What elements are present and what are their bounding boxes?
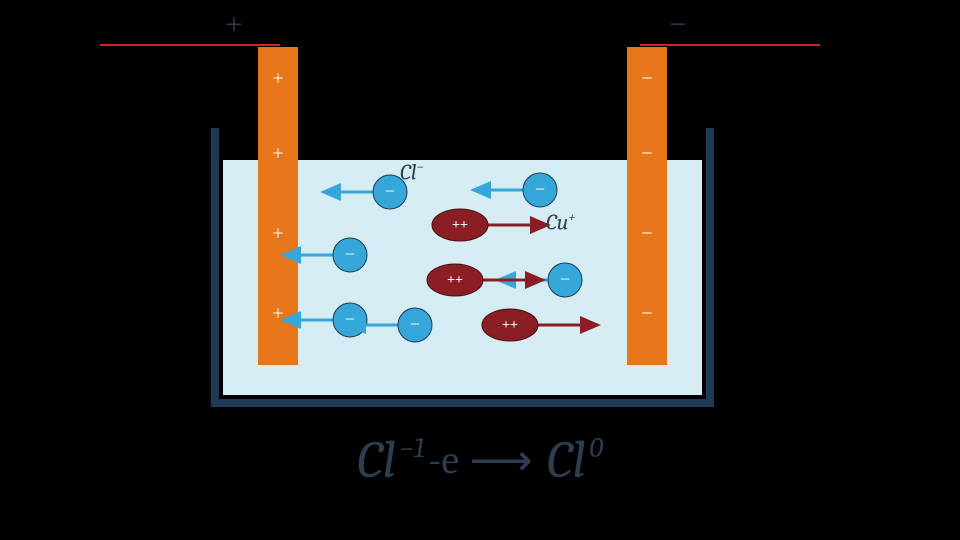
anode-electrode-mark: + bbox=[272, 68, 283, 90]
eq-op: -e bbox=[428, 437, 459, 483]
eq-rhs-base: Cl bbox=[547, 430, 586, 490]
eq-lhs-base: Cl bbox=[357, 430, 396, 490]
cu-base: Cu bbox=[546, 209, 568, 235]
cathode-electrode-mark: − bbox=[641, 68, 652, 90]
terminal-minus: − bbox=[670, 8, 687, 41]
cl-ion-sign: − bbox=[410, 314, 420, 334]
cu-ion-label: Cu+ bbox=[546, 208, 576, 235]
eq-rhs-sup: 0 bbox=[589, 432, 603, 464]
cu-ion-sign: ++ bbox=[447, 273, 463, 288]
terminal-plus: + bbox=[226, 8, 243, 41]
eq-lhs-sup: −1 bbox=[400, 432, 425, 464]
cl-ion-sign: − bbox=[560, 269, 570, 289]
cl-ion-sign: − bbox=[535, 179, 545, 199]
eq-arrow: ⟶ bbox=[470, 435, 533, 486]
cl-sup: − bbox=[417, 158, 424, 175]
cu-ion-sign: ++ bbox=[452, 218, 468, 233]
anode-electrode-mark: + bbox=[272, 143, 283, 165]
cl-ion-sign: − bbox=[385, 181, 395, 201]
electrolysis-diagram: ++++−−−−+−−−−−−−++++++ Cl− Cu+ Cl −1 -e … bbox=[0, 0, 960, 540]
equation: Cl −1 -e ⟶ Cl 0 bbox=[0, 430, 960, 490]
cu-sup: + bbox=[568, 208, 575, 225]
anode-electrode-mark: + bbox=[272, 303, 283, 325]
cl-base: Cl bbox=[400, 159, 417, 185]
cu-ion-sign: ++ bbox=[502, 318, 518, 333]
anode-electrode-mark: + bbox=[272, 223, 283, 245]
cathode-electrode-mark: − bbox=[641, 303, 652, 325]
cathode-electrode-mark: − bbox=[641, 143, 652, 165]
cl-ion-label: Cl− bbox=[400, 158, 424, 185]
cathode-electrode-mark: − bbox=[641, 223, 652, 245]
cl-ion-sign: − bbox=[345, 244, 355, 264]
